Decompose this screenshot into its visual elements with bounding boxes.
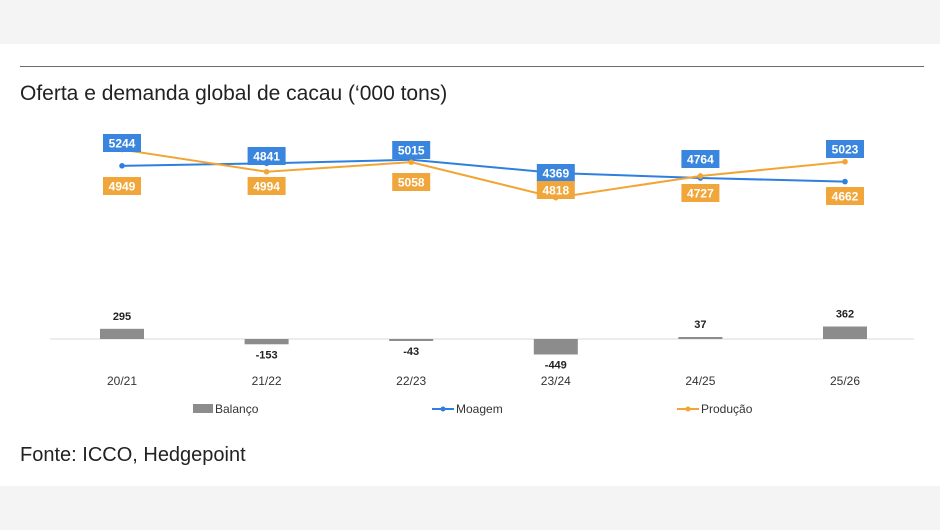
legend-label-moagem: Moagem [456,402,503,416]
producao-value-label: 5244 [109,137,136,151]
producao-value-label: 4841 [253,150,280,164]
legend-label-producao: Produção [701,402,753,416]
producao-value-label: 4369 [542,167,569,181]
bar-value-label: -153 [256,349,278,361]
x-tick-label: 21/22 [252,374,282,388]
producao-value-label: 4764 [687,153,714,167]
bar-balanco [533,339,578,355]
producao-line [121,148,846,199]
moagem-point [119,163,125,169]
source-note: Fonte: ICCO, Hedgepoint [20,444,246,466]
header-rule [20,66,924,67]
legend-swatch-balanco [193,404,213,413]
producao-value-label: 5015 [398,144,425,158]
producao-value-box [392,141,431,159]
bar-value-label: 37 [694,319,706,331]
moagem-value-box [103,177,141,195]
x-tick-label: 25/26 [830,374,860,388]
producao-value-box [826,140,864,158]
moagem-value-label: 4949 [109,180,136,194]
x-tick-label: 23/24 [541,374,571,388]
x-tick-label: 24/25 [685,374,715,388]
producao-point [408,159,415,165]
chart-title: Oferta e demanda global de cacau (‘000 t… [20,82,448,105]
bar-value-label: -449 [545,359,567,371]
producao-value-label: 5023 [832,143,859,157]
moagem-value-label: 4994 [253,180,280,194]
moagem-value-label: 4662 [832,190,859,204]
bar-value-label: 295 [113,311,131,323]
top-background-band [0,0,940,44]
moagem-value-box [392,173,431,191]
producao-point [263,168,270,175]
x-tick-label: 22/23 [396,374,426,388]
bar-balanco [100,328,144,339]
moagem-value-label: 4818 [542,184,569,198]
producao-point [697,173,704,179]
producao-value-box [247,147,286,165]
bar-balanco [678,337,723,339]
producao-point [842,158,848,165]
producao-value-box [681,150,720,168]
x-tick-label: 20/21 [107,374,137,388]
moagem-value-box [536,181,575,199]
bar-balanco [823,326,867,339]
bar-balanco [389,339,434,341]
legend-marker-producao [685,406,691,412]
moagem-value-label: 5058 [398,176,425,190]
producao-value-box [103,134,141,152]
moagem-value-box [826,187,864,205]
moagem-line [121,158,846,183]
bar-balanco [244,339,289,345]
moagem-point [842,178,848,185]
legend-label-balanco: Balanço [215,402,259,416]
bottom-background-band [0,486,940,530]
moagem-value-box [681,184,720,202]
moagem-value-label: 4727 [687,187,714,201]
bar-value-label: -43 [403,346,419,358]
legend-marker-moagem [440,406,446,412]
bar-value-label: 362 [836,309,854,321]
moagem-value-box [247,177,286,195]
producao-value-box [536,164,575,182]
